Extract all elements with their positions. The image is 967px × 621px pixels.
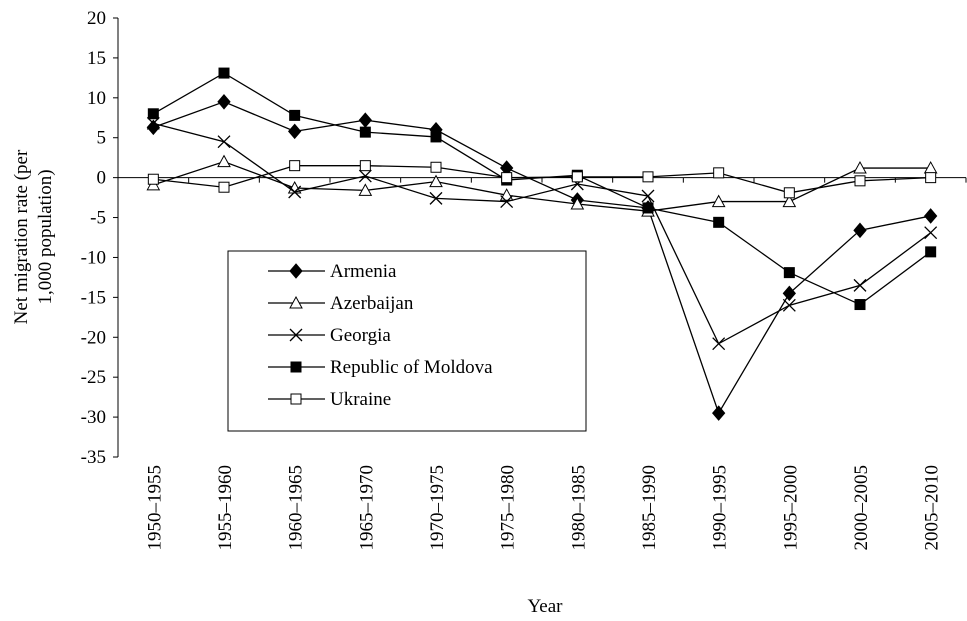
marker bbox=[924, 226, 938, 240]
y-tick-label: -20 bbox=[81, 327, 106, 348]
y-tick-label: 5 bbox=[97, 128, 107, 149]
y-tick-label: -5 bbox=[90, 208, 106, 229]
marker bbox=[783, 187, 795, 199]
marker bbox=[712, 337, 726, 351]
x-tick-label: 2005–2010 bbox=[922, 465, 943, 551]
marker bbox=[288, 123, 302, 140]
x-tick-label: 1985–1990 bbox=[639, 465, 660, 551]
legend-marker bbox=[290, 361, 302, 373]
y-tick-label: 15 bbox=[87, 48, 106, 69]
marker bbox=[570, 196, 585, 210]
marker bbox=[499, 188, 514, 201]
marker bbox=[853, 222, 867, 239]
marker bbox=[711, 194, 726, 208]
x-tick-label: 1965–1970 bbox=[356, 465, 377, 551]
marker bbox=[642, 171, 654, 183]
marker bbox=[854, 175, 866, 187]
marker bbox=[925, 246, 937, 258]
marker bbox=[217, 135, 231, 149]
y-tick-label: -25 bbox=[81, 367, 106, 388]
x-tick-label: 1995–2000 bbox=[780, 465, 801, 551]
marker bbox=[430, 131, 442, 143]
marker bbox=[853, 278, 867, 292]
y-tick-label: 0 bbox=[97, 168, 107, 189]
marker bbox=[289, 109, 301, 121]
marker bbox=[218, 181, 230, 193]
marker bbox=[429, 174, 443, 188]
x-tick-label: 1960–1965 bbox=[286, 465, 307, 551]
marker bbox=[713, 167, 725, 179]
legend-label: Armenia bbox=[330, 261, 397, 282]
y-tick-label: 10 bbox=[87, 88, 106, 109]
legend-label: Georgia bbox=[330, 325, 391, 346]
marker bbox=[924, 208, 938, 224]
y-tick-label: -35 bbox=[81, 447, 106, 468]
marker bbox=[713, 216, 725, 228]
marker bbox=[217, 154, 231, 168]
x-tick-label: 1975–1980 bbox=[498, 465, 519, 551]
x-tick-label: 2000–2005 bbox=[851, 465, 872, 551]
marker bbox=[358, 112, 372, 128]
series-line bbox=[153, 101, 931, 415]
x-tick-label: 1980–1985 bbox=[568, 465, 589, 551]
legend-label: Republic of Moldova bbox=[330, 357, 493, 378]
x-axis-title: Year bbox=[527, 596, 563, 617]
marker bbox=[571, 171, 583, 183]
marker bbox=[642, 202, 654, 214]
legend-label: Azerbaijan bbox=[330, 293, 414, 314]
y-tick-label: -30 bbox=[81, 407, 106, 428]
marker bbox=[147, 173, 159, 185]
marker bbox=[288, 185, 302, 199]
marker bbox=[853, 161, 867, 174]
y-tick-label: 20 bbox=[87, 8, 106, 29]
marker bbox=[783, 267, 795, 279]
legend-marker bbox=[289, 328, 303, 342]
x-tick-label: 1990–1995 bbox=[710, 465, 731, 551]
marker bbox=[430, 161, 442, 173]
marker bbox=[359, 160, 371, 172]
x-tick-label: 1950–1955 bbox=[144, 465, 165, 551]
legend-box bbox=[227, 250, 587, 432]
y-axis-title: 1,000 population) bbox=[35, 169, 56, 304]
x-tick-label: 1955–1960 bbox=[215, 465, 236, 551]
marker bbox=[429, 191, 443, 205]
marker bbox=[712, 405, 726, 421]
legend-marker bbox=[289, 295, 303, 309]
y-axis-title: Net migration rate (per bbox=[11, 149, 32, 324]
marker bbox=[358, 183, 373, 196]
marker bbox=[925, 172, 937, 184]
y-tick-label: -15 bbox=[81, 287, 106, 308]
marker bbox=[782, 194, 797, 208]
marker bbox=[147, 108, 159, 120]
legend-label: Ukraine bbox=[330, 389, 391, 410]
marker bbox=[854, 299, 866, 311]
series-line bbox=[153, 165, 931, 194]
marker bbox=[217, 94, 231, 110]
legend-marker bbox=[290, 393, 302, 405]
series-line bbox=[153, 122, 932, 345]
legend-marker bbox=[289, 263, 303, 279]
marker bbox=[501, 172, 513, 184]
marker bbox=[782, 298, 796, 312]
series-line bbox=[153, 160, 931, 212]
marker bbox=[358, 169, 372, 183]
marker bbox=[500, 195, 514, 209]
marker bbox=[146, 116, 160, 130]
marker bbox=[359, 126, 371, 138]
marker bbox=[782, 285, 796, 302]
marker bbox=[218, 67, 230, 79]
y-tick-label: -10 bbox=[81, 247, 106, 268]
marker bbox=[641, 189, 655, 203]
marker bbox=[289, 160, 301, 172]
x-tick-label: 1970–1975 bbox=[427, 465, 448, 551]
